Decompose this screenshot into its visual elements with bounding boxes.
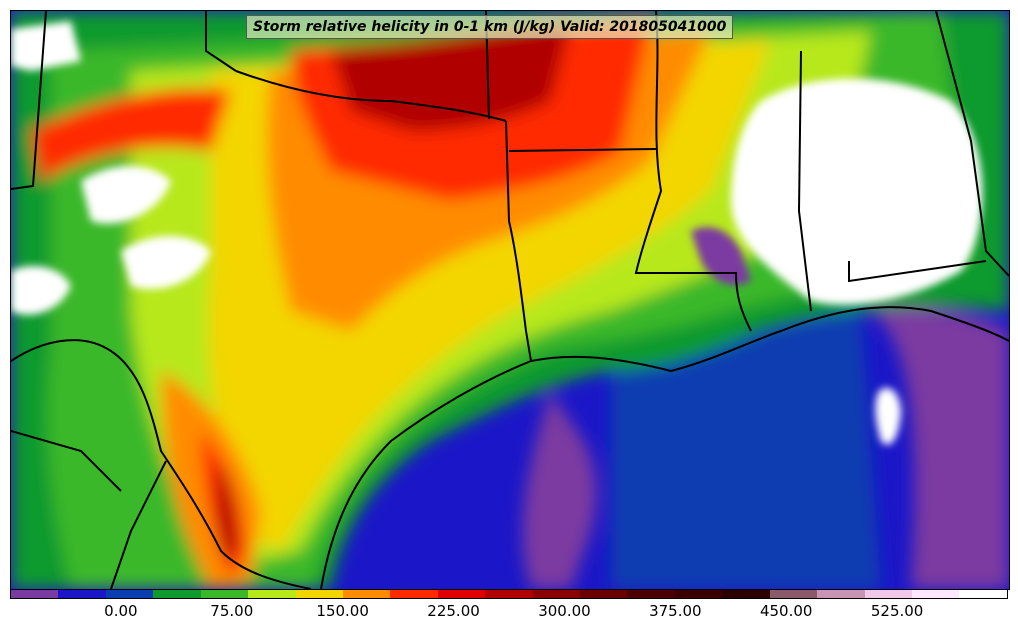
state-line-al-ga <box>935 11 1009 277</box>
colorbar-swatch <box>437 590 486 598</box>
colorbar-swatch <box>342 590 391 598</box>
colorbar-swatch <box>627 590 675 598</box>
colorbar-swatch <box>485 590 533 598</box>
colorbar-tick-label: 75.00 <box>210 602 254 620</box>
colorbar-tick-label: 150.00 <box>316 602 369 620</box>
colorbar-swatch <box>864 590 913 598</box>
state-line-la-ms <box>634 11 752 332</box>
east-gulf-purple-band <box>871 307 1009 589</box>
colorbar-tick-label: 0.00 <box>104 602 138 620</box>
colorbar-swatch <box>769 590 818 598</box>
colorbar-swatch <box>674 590 723 598</box>
nw-white-patch-2 <box>81 166 171 224</box>
colorbar-swatch <box>532 590 581 598</box>
helicity-map <box>11 11 1009 589</box>
colorbar-tick-label: 225.00 <box>427 602 480 620</box>
colorbar-tick-label: 450.00 <box>759 602 813 620</box>
colorbar-swatch <box>295 590 343 598</box>
colorbar-tick-label: 300.00 <box>538 602 591 620</box>
northern-darkred-core <box>331 21 571 131</box>
colorbar-swatch <box>105 590 154 598</box>
southwest-darkred-core <box>217 461 237 561</box>
colorbar-tick-label: 525.00 <box>870 602 924 620</box>
colorbar-swatch <box>248 590 296 598</box>
east-purple-fringe <box>691 227 751 285</box>
gulf-white-patch <box>875 387 901 445</box>
state-line-ar-la <box>508 148 657 152</box>
colorbar-swatch <box>390 590 438 598</box>
colorbar-swatch <box>912 590 960 598</box>
state-line-tx-la <box>505 120 532 362</box>
colorbar-swatch <box>153 590 201 598</box>
colorbar-swatch <box>959 590 1007 598</box>
colorbar-swatch <box>58 590 106 598</box>
darkblue-gulf-region <box>611 311 881 589</box>
colorbar <box>10 589 1008 599</box>
state-line-nm-tx <box>11 11 47 190</box>
far-west-white-patch <box>11 266 71 315</box>
coastline <box>320 306 1009 589</box>
rio-grande <box>11 339 312 589</box>
map-title: Storm relative helicity in 0-1 km (J/kg)… <box>246 15 734 39</box>
mexico-boundary-2 <box>11 430 122 492</box>
state-line-ok-pan <box>205 11 237 72</box>
mexico-boundary <box>110 460 167 589</box>
colorbar-tick-label: 375.00 <box>649 602 702 620</box>
map-panel <box>10 10 1010 590</box>
colorbar-swatch <box>817 590 865 598</box>
colorbar-swatch <box>200 590 249 598</box>
boundaries <box>11 11 1009 589</box>
gulf-purple-band <box>522 391 597 589</box>
east-white-area <box>731 78 983 305</box>
state-line-ms-al <box>797 50 812 312</box>
state-line-ok-tx <box>235 70 507 122</box>
colorbar-tick-labels: 0.00 75.00 150.00 225.00 300.00 375.00 450.00 5… <box>0 602 1018 626</box>
colorbar-swatch <box>580 590 628 598</box>
colorbar-swatch <box>722 590 770 598</box>
state-line-al-fl <box>848 260 987 283</box>
w-white-patch <box>121 236 211 290</box>
colorbar-swatch <box>11 590 59 598</box>
northwest-red-band <box>31 88 231 181</box>
nw-white-patch-1 <box>11 21 81 71</box>
